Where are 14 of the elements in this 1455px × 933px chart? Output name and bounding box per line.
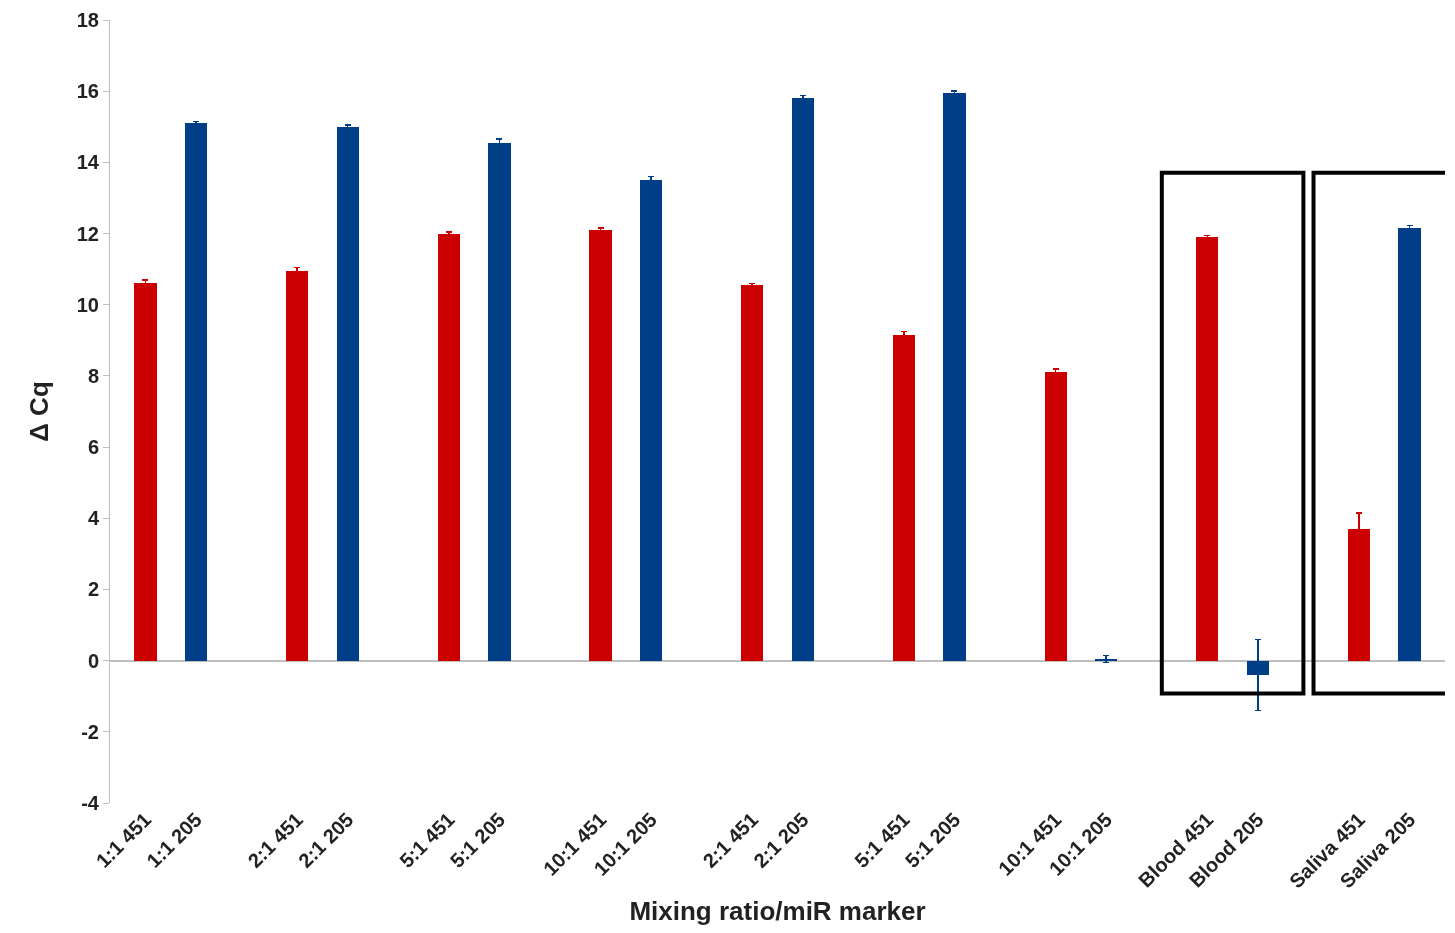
y-tick-label: 14 bbox=[76, 151, 100, 174]
y-tick-label: 2 bbox=[87, 578, 99, 601]
x-axis-title: Mixing ratio/miR marker bbox=[629, 896, 926, 927]
y-axis-title: Δ Cq bbox=[24, 381, 55, 442]
y-tick-label: 18 bbox=[76, 9, 99, 31]
y-tick-label: 12 bbox=[76, 222, 99, 245]
y-tick-label: 6 bbox=[87, 436, 99, 459]
y-tick-label: 16 bbox=[76, 80, 99, 103]
y-tick-label: 4 bbox=[87, 507, 100, 530]
y-tick-label: 10 bbox=[76, 293, 99, 316]
y-tick-label: 8 bbox=[87, 364, 99, 387]
y-tick-label: 0 bbox=[87, 649, 99, 672]
y-tick-label: -4 bbox=[81, 792, 100, 814]
y-tick-label: -2 bbox=[81, 720, 99, 743]
